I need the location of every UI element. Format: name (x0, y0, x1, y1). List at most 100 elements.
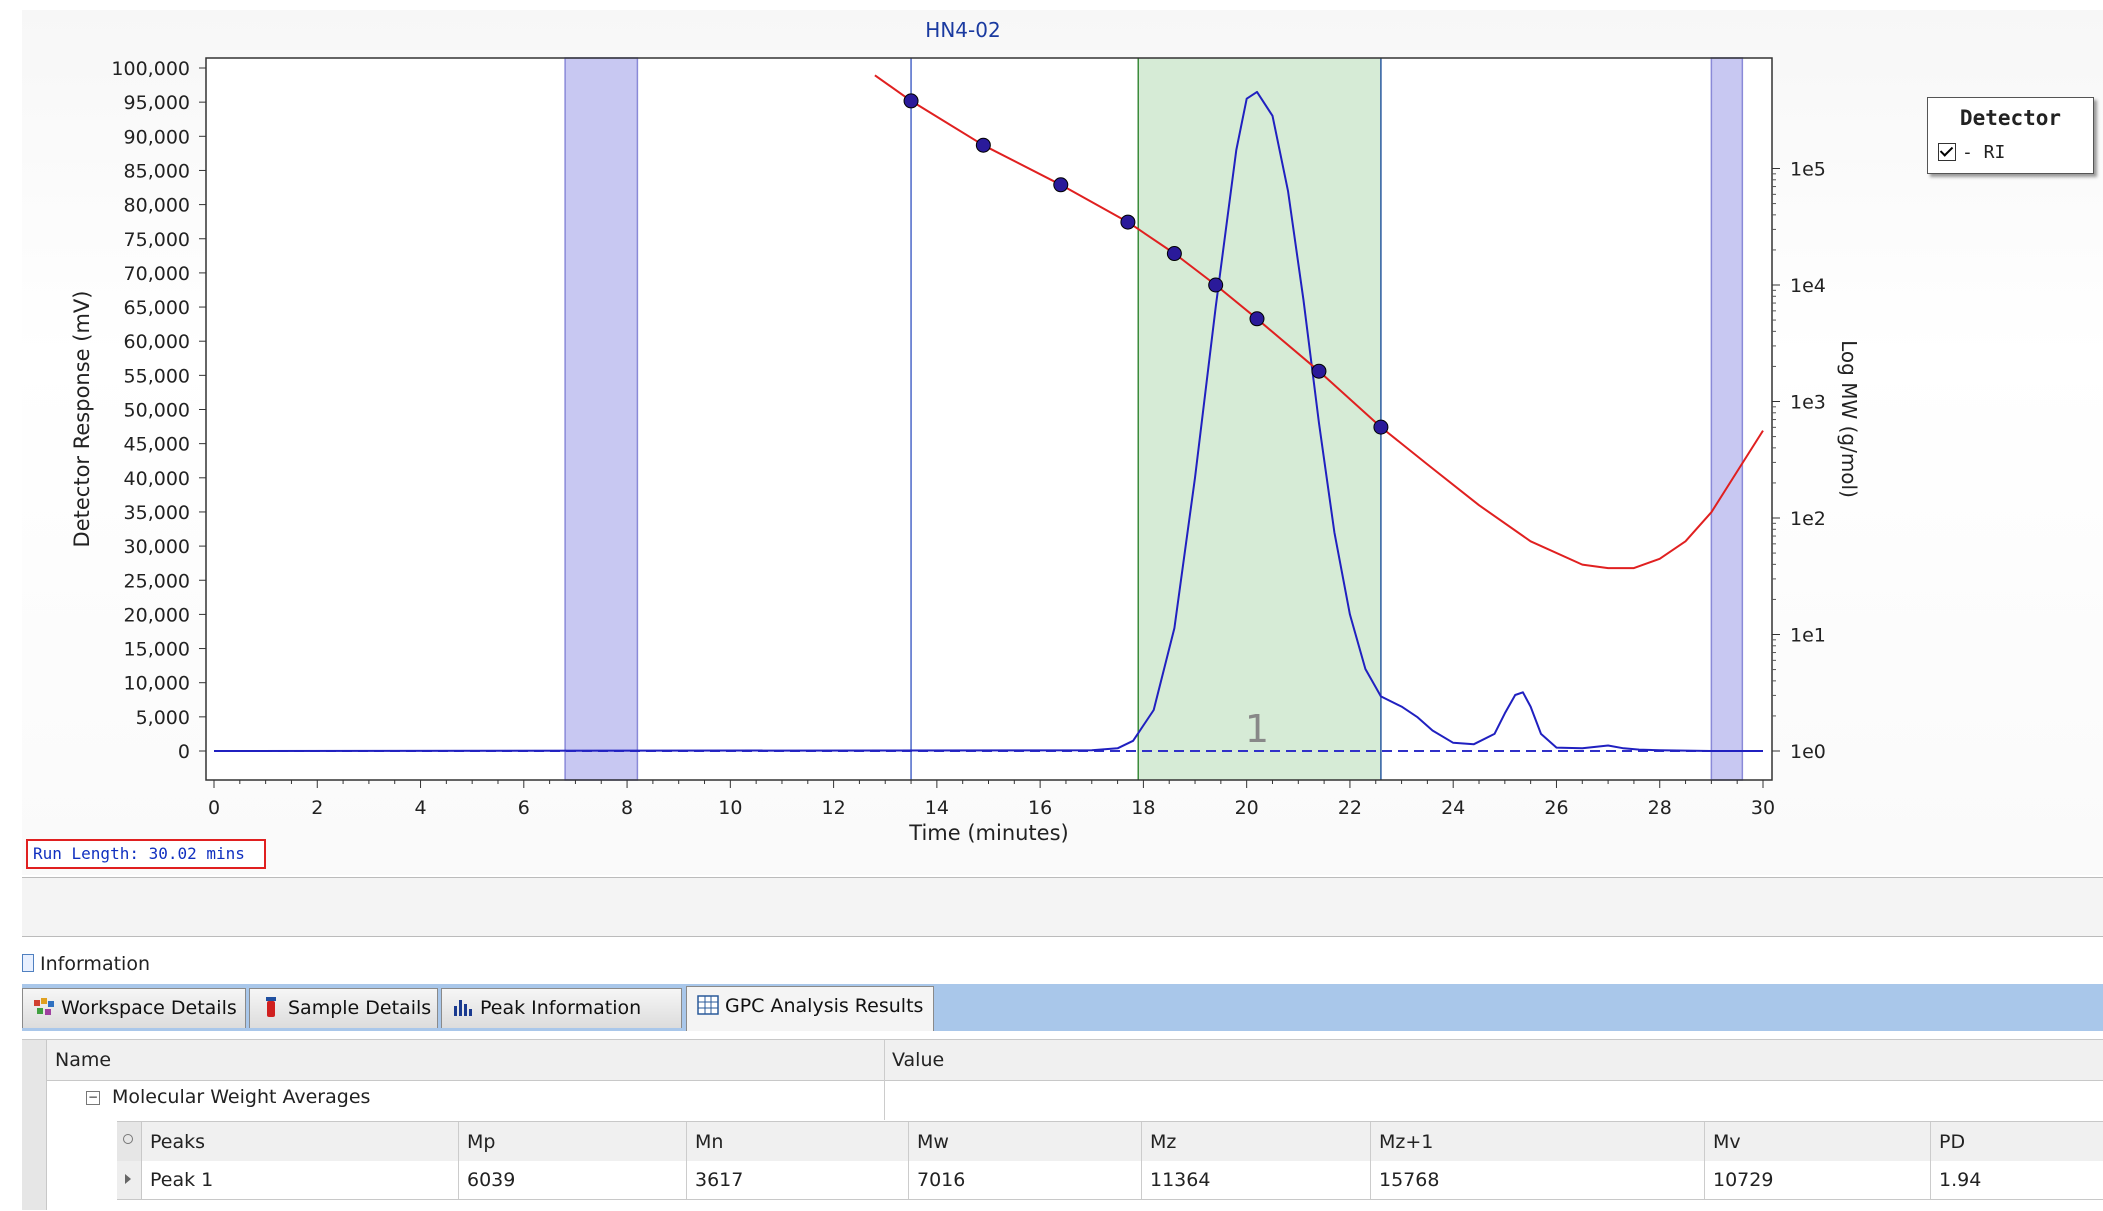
column-divider (884, 1040, 885, 1080)
vial-icon (266, 997, 276, 1017)
y-tick-label: 20,000 (124, 604, 190, 626)
y2-tick-label: 1e3 (1790, 392, 1826, 414)
x-tick-label: 26 (1544, 797, 1568, 819)
subcol-mz1[interactable]: Mz+1 (1379, 1131, 1434, 1153)
information-header: Information (22, 952, 150, 980)
grid-header: Name Value (22, 1039, 2103, 1081)
y-tick-label: 30,000 (124, 536, 190, 558)
y-tick-label: 80,000 (124, 195, 190, 217)
x-tick-label: 20 (1235, 797, 1259, 819)
collapse-icon[interactable]: − (86, 1090, 100, 1105)
y-tick-label: 50,000 (124, 400, 190, 422)
subcol-mv[interactable]: Mv (1713, 1131, 1741, 1153)
standard-point (1373, 419, 1389, 435)
chromatogram-chart: 0 2 4 6 8 10 12 14 16 18 20 22 24 26 28 30 05,00010,000… (70, 18, 1861, 845)
standard-point (1120, 214, 1136, 230)
column-divider (908, 1122, 909, 1162)
x-tick-label: 2 (311, 797, 323, 819)
y-tick-label: 95,000 (124, 92, 190, 114)
y-tick-label: 10,000 (124, 673, 190, 695)
y2-tick-label: 1e1 (1790, 625, 1826, 647)
tab-label: Workspace Details (61, 997, 237, 1019)
row-header-cell (22, 1040, 47, 1080)
tab-sample-details[interactable]: Sample Details (249, 988, 438, 1028)
column-divider (1704, 1122, 1705, 1162)
tab-peak-information[interactable]: Peak Information (441, 988, 682, 1028)
standard-point (1311, 363, 1327, 379)
row-selector[interactable] (117, 1161, 142, 1199)
subcol-mw[interactable]: Mw (917, 1131, 949, 1153)
peaks-subgrid-header: Peaks Mp Mn Mw Mz Mz+1 Mv PD (117, 1121, 2103, 1163)
cell-peak: Peak 1 (150, 1169, 214, 1191)
cell-mz: 11364 (1150, 1169, 1211, 1191)
y-tick-label: 90,000 (124, 126, 190, 148)
x-tick-label: 22 (1338, 797, 1362, 819)
y-tick-label: 25,000 (124, 570, 190, 592)
tab-gpc-analysis-results[interactable]: GPC Analysis Results (686, 986, 934, 1031)
search-icon (123, 1134, 133, 1144)
column-divider (1370, 1161, 1371, 1199)
subcol-mn[interactable]: Mn (695, 1131, 724, 1153)
standard-point (1053, 177, 1069, 193)
checkbox-icon[interactable] (1938, 143, 1956, 161)
peak-number-label: 1 (1245, 707, 1269, 751)
search-cell[interactable] (117, 1122, 142, 1162)
standard-point (975, 137, 991, 153)
x-tick-label: 4 (414, 797, 426, 819)
subcol-mp[interactable]: Mp (467, 1131, 496, 1153)
column-divider (686, 1161, 687, 1199)
x-tick-label: 28 (1648, 797, 1672, 819)
y-tick-label: 65,000 (124, 297, 190, 319)
legend-item-ri[interactable]: - RI (1938, 140, 2005, 163)
row-arrow-icon (125, 1174, 131, 1184)
calibration-curve (874, 74, 1764, 570)
peak-region (1138, 58, 1381, 780)
subcol-peaks[interactable]: Peaks (150, 1131, 206, 1153)
column-header-value[interactable]: Value (892, 1049, 945, 1071)
column-divider (1930, 1161, 1931, 1199)
subcol-mz[interactable]: Mz (1150, 1131, 1177, 1153)
tab-label: Sample Details (288, 997, 432, 1019)
column-divider (686, 1122, 687, 1162)
plot-area (206, 58, 1772, 780)
y-tick-label: 0 (178, 741, 190, 763)
x-tick-label: 16 (1028, 797, 1052, 819)
y-axis-label: Detector Response (mV) (70, 291, 94, 548)
column-header-name[interactable]: Name (55, 1049, 112, 1071)
x-axis-label: Time (minutes) (908, 821, 1068, 845)
exclusion-region (564, 57, 639, 781)
chart-title: HN4-02 (925, 18, 1000, 42)
cell-mv: 10729 (1713, 1169, 1774, 1191)
y-tick-label: 45,000 (124, 434, 190, 456)
table-icon (697, 995, 719, 1015)
document-icon (22, 954, 34, 972)
bar-chart-icon (454, 1000, 472, 1016)
table-row[interactable]: Peak 1 6039 3617 7016 11364 15768 10729 … (117, 1161, 2103, 1200)
splitter-bar[interactable] (22, 877, 2103, 937)
tab-label: Peak Information (480, 997, 642, 1019)
results-grid: Name Value − Molecular Weight Averages P… (22, 1031, 2103, 1211)
x-tick-label: 14 (925, 797, 949, 819)
column-divider (1141, 1122, 1142, 1162)
y-tick-label: 55,000 (124, 365, 190, 387)
column-divider (458, 1161, 459, 1199)
column-divider (1141, 1161, 1142, 1199)
y2-tick-label: 1e5 (1790, 159, 1826, 181)
x-tick-label: 24 (1441, 797, 1465, 819)
legend-title: Detector (1959, 106, 2062, 130)
y-tick-label: 75,000 (124, 229, 190, 251)
tab-workspace-details[interactable]: Workspace Details (22, 988, 246, 1028)
detector-legend: Detector - RI (1927, 97, 2094, 174)
group-label: Molecular Weight Averages (112, 1086, 371, 1108)
x-tick-label: 10 (718, 797, 742, 819)
standard-point (1208, 277, 1224, 293)
y2-tick-label: 1e0 (1790, 741, 1826, 763)
column-divider (458, 1122, 459, 1162)
tab-label: GPC Analysis Results (725, 995, 924, 1017)
cell-mz1: 15768 (1379, 1169, 1440, 1191)
workspace-icon (34, 998, 54, 1015)
standard-point (903, 93, 919, 109)
column-divider (908, 1161, 909, 1199)
subcol-pd[interactable]: PD (1939, 1131, 1966, 1153)
cell-mw: 7016 (917, 1169, 966, 1191)
